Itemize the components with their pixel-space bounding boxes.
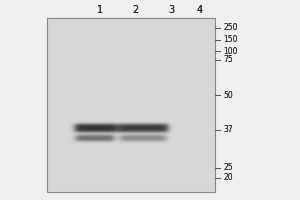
Text: 150: 150: [223, 36, 238, 45]
Text: 3: 3: [168, 5, 174, 15]
Text: 100: 100: [223, 46, 238, 55]
Text: 75: 75: [223, 55, 233, 64]
Text: 75: 75: [223, 55, 233, 64]
Text: 2: 2: [132, 5, 138, 15]
Text: 25: 25: [223, 164, 232, 172]
Text: 3: 3: [168, 5, 174, 15]
Text: 37: 37: [223, 126, 233, 134]
Bar: [47, 18, 215, 192]
Text: 2: 2: [132, 5, 138, 15]
Text: 50: 50: [223, 90, 233, 99]
Text: 20: 20: [223, 173, 232, 182]
Text: 1: 1: [97, 5, 103, 15]
Text: 1: 1: [97, 5, 103, 15]
Text: 4: 4: [197, 5, 203, 15]
Bar: [47, 18, 215, 192]
Text: 25: 25: [223, 164, 232, 172]
Text: 250: 250: [223, 23, 238, 32]
Text: 37: 37: [223, 126, 233, 134]
Text: 4: 4: [197, 5, 203, 15]
Text: 250: 250: [223, 23, 238, 32]
Text: 20: 20: [223, 173, 232, 182]
Text: 150: 150: [223, 36, 238, 45]
Text: 50: 50: [223, 90, 233, 99]
Text: 100: 100: [223, 46, 238, 55]
